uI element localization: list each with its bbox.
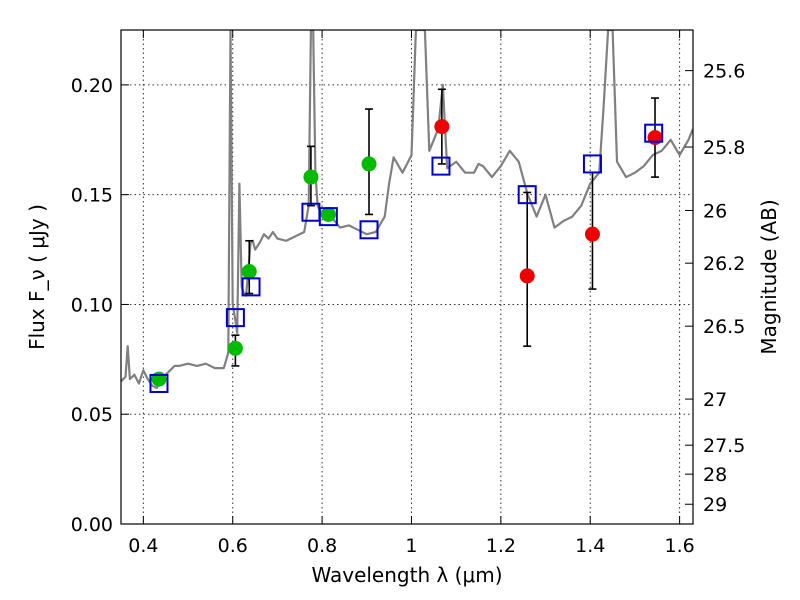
- red-data-point: [519, 268, 535, 284]
- x-tick-label: 1.6: [664, 535, 694, 557]
- marker-layer: [149, 119, 664, 393]
- green-data-point: [241, 264, 257, 280]
- right-tick-label: 26.2: [703, 253, 745, 275]
- model-band-square: [241, 277, 261, 297]
- green-data-point: [361, 156, 377, 172]
- model-band-square: [149, 373, 169, 393]
- y-tick-label: 0.20: [71, 75, 113, 97]
- x-tick-label: 1.4: [575, 535, 605, 557]
- red-data-point: [584, 226, 600, 242]
- green-data-point: [320, 206, 336, 222]
- y-tick-label: 0.05: [71, 404, 113, 426]
- red-data-point: [434, 119, 450, 135]
- y-tick-label: 0.15: [71, 185, 113, 207]
- right-tick-label: 29: [703, 494, 727, 516]
- model-band-square: [318, 207, 338, 227]
- model-band-square: [582, 154, 602, 174]
- model-band-square: [517, 185, 537, 205]
- green-data-point: [303, 169, 319, 185]
- right-tick-label: 25.6: [703, 61, 745, 83]
- right-tick-label: 26.5: [703, 316, 745, 338]
- x-tick-label: 0.6: [218, 535, 248, 557]
- plot-frame: [120, 29, 694, 525]
- right-tick-label: 28: [703, 464, 727, 486]
- right-axis-label: Magnitude (AB): [757, 199, 781, 354]
- x-tick-label: 1.2: [486, 535, 516, 557]
- right-tick-label: 27: [703, 389, 727, 411]
- red-data-point: [647, 130, 663, 146]
- right-tick-label: 25.8: [703, 137, 745, 159]
- x-axis-label: Wavelength λ (μm): [311, 563, 502, 587]
- model-band-square: [225, 308, 245, 328]
- axes: 0.4 0.6 0.8 1 1.2 1.4 1.6 0.00 0.05 0.10 0.15 0.20 2…: [71, 30, 745, 557]
- y-tick-label: 0.00: [71, 514, 113, 536]
- x-tick-label: 0.4: [128, 535, 158, 557]
- right-tick-label: 26: [703, 200, 727, 222]
- grid: [121, 30, 693, 525]
- model-band-square: [644, 123, 664, 143]
- y-axis-label: Flux F_ν ( μJy ): [25, 204, 49, 350]
- x-tick-label: 1: [405, 535, 417, 557]
- y-tick-label: 0.10: [71, 294, 113, 316]
- model-spectrum-line: [121, 30, 693, 389]
- x-tick-label: 0.8: [307, 535, 337, 557]
- model-band-square: [359, 220, 379, 240]
- right-tick-label: 27.5: [703, 435, 745, 457]
- green-data-point: [227, 340, 243, 356]
- model-band-square: [431, 156, 451, 176]
- green-data-point: [151, 371, 167, 387]
- model-spectrum-layer: [121, 30, 693, 389]
